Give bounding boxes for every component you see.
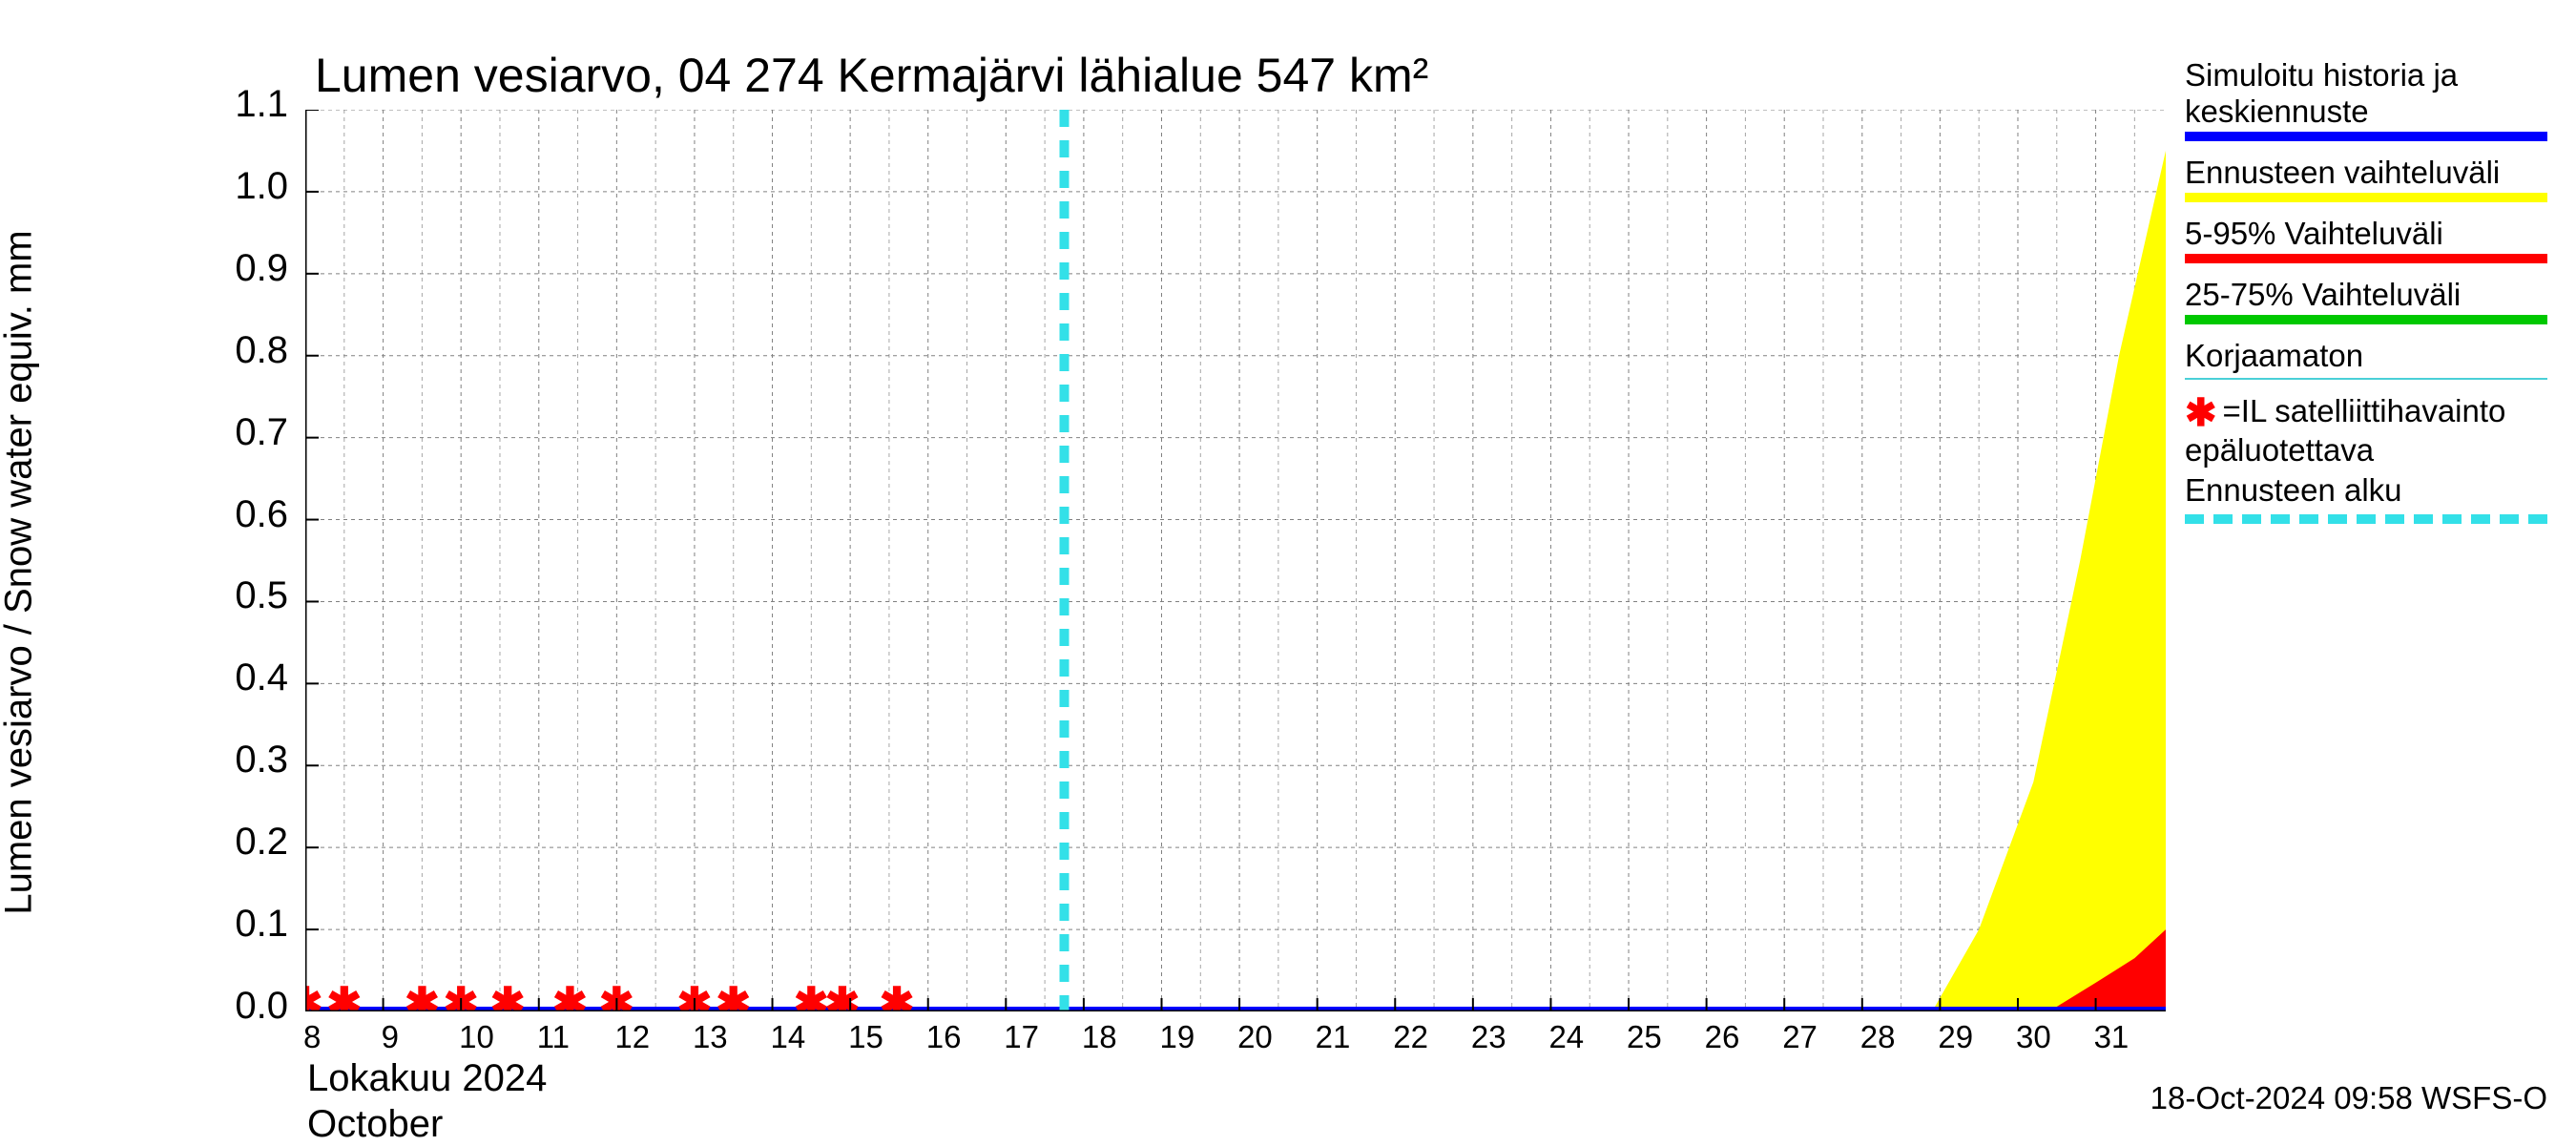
legend-label: Ennusteen vaihteluväli [2185,155,2547,191]
x-tick-label: 24 [1548,1019,1584,1055]
timestamp-label: 18-Oct-2024 09:58 WSFS-O [2150,1080,2547,1116]
satellite-marker-icon: ✱ [326,980,362,1011]
x-tick-label: 26 [1705,1019,1740,1055]
legend-swatch [2185,315,2547,324]
x-tick-label: 11 [537,1019,570,1055]
y-tick-label: 0.8 [235,329,288,372]
legend-swatch [2185,193,2547,202]
legend-item: 5-95% Vaihteluväli [2185,216,2547,263]
asterisk-icon: ✱ [2185,394,2217,432]
legend-label: Ennusteen alku [2185,472,2547,509]
y-tick-label: 0.5 [235,574,288,617]
legend-swatch [2185,378,2547,380]
y-tick-label: 0.3 [235,739,288,781]
legend-item: ✱=IL satelliittihavainto epäluotettava [2185,393,2547,469]
x-tick-label: 21 [1316,1019,1351,1055]
x-tick-label: 15 [848,1019,883,1055]
x-tick-label: 22 [1393,1019,1428,1055]
y-tick-label: 0.4 [235,656,288,699]
satellite-marker-icon: ✱ [716,980,751,1011]
x-tick-label: 23 [1471,1019,1506,1055]
x-tick-label: 30 [2016,1019,2051,1055]
satellite-marker-icon: ✱ [825,980,861,1011]
x-tick-label: 27 [1782,1019,1818,1055]
satellite-marker-icon: ✱ [552,980,588,1011]
x-tick-label: 16 [926,1019,962,1055]
y-tick-label: 0.2 [235,821,288,864]
y-tick-label: 0.7 [235,411,288,454]
x-tick-label: 14 [771,1019,806,1055]
x-tick-label: 20 [1237,1019,1273,1055]
x-tick-label: 19 [1159,1019,1195,1055]
y-axis-title: Lumen vesiarvo / Snow water equiv. mm [0,230,41,914]
legend-label: ✱=IL satelliittihavainto epäluotettava [2185,393,2547,469]
y-tick-label: 0.0 [235,985,288,1028]
x-tick-label: 18 [1082,1019,1117,1055]
x-tick-label: 9 [382,1019,399,1055]
y-tick-label: 0.6 [235,493,288,536]
x-tick-label: 25 [1627,1019,1662,1055]
satellite-marker-icon: ✱ [490,980,526,1011]
x-tick-label: 8 [303,1019,321,1055]
satellite-marker-icon: ✱ [794,980,829,1011]
satellite-marker-icon: ✱ [305,980,322,1011]
chart-page: Lumen vesiarvo / Snow water equiv. mm Lu… [0,0,2576,1145]
y-tick-label: 0.9 [235,247,288,290]
legend-label: Korjaamaton [2185,338,2547,374]
legend-item: Ennusteen alku [2185,472,2547,524]
chart-title: Lumen vesiarvo, 04 274 Kermajärvi lähial… [315,48,1428,103]
x-tick-label: 29 [1938,1019,1973,1055]
y-tick-label: 1.0 [235,165,288,208]
x-tick-label: 17 [1004,1019,1039,1055]
x-tick-label: 12 [614,1019,650,1055]
legend-item: Korjaamaton [2185,338,2547,380]
legend-swatch [2185,254,2547,263]
x-month-label-2: October [307,1103,443,1146]
legend-label: 25-75% Vaihteluväli [2185,277,2547,313]
legend: Simuloitu historia ja keskiennuste Ennust… [2185,57,2547,537]
legend-item: Ennusteen vaihteluväli [2185,155,2547,202]
y-tick-label: 0.1 [235,903,288,946]
plot-area: ✱✱✱✱✱✱✱✱✱✱✱✱ [305,110,2166,1011]
satellite-marker-icon: ✱ [405,980,440,1011]
x-tick-label: 28 [1860,1019,1896,1055]
legend-item: Simuloitu historia ja keskiennuste [2185,57,2547,141]
x-tick-label: 13 [693,1019,728,1055]
legend-label: Simuloitu historia ja keskiennuste [2185,57,2547,130]
y-tick-label: 1.1 [235,83,288,126]
x-tick-label: 31 [2094,1019,2129,1055]
legend-label: 5-95% Vaihteluväli [2185,216,2547,252]
satellite-marker-icon: ✱ [880,980,915,1011]
legend-swatch [2185,132,2547,141]
legend-swatch [2185,514,2547,524]
legend-item: 25-75% Vaihteluväli [2185,277,2547,324]
x-tick-label: 10 [459,1019,494,1055]
x-month-label-1: Lokakuu 2024 [307,1057,547,1100]
